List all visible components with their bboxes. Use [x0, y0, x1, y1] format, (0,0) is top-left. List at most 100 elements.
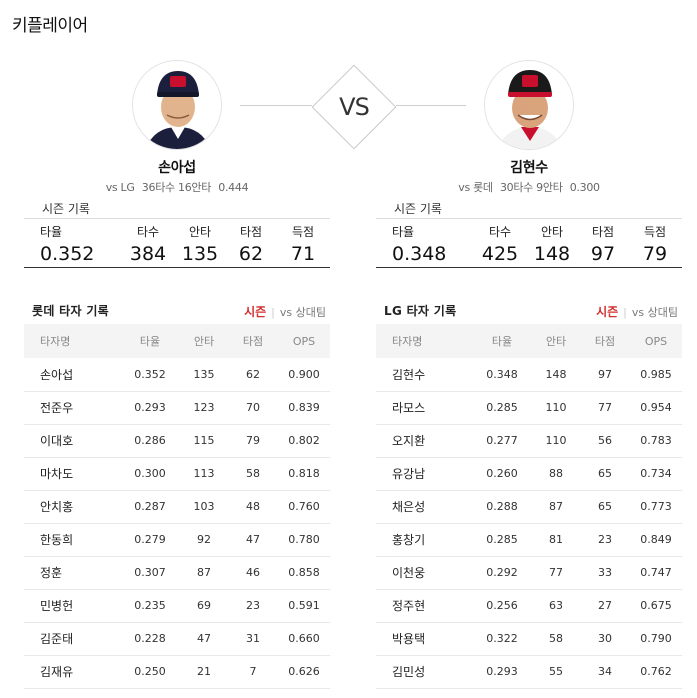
stat-label: 득점 [643, 225, 667, 239]
cell-ops: 0.900 [278, 358, 330, 392]
cell-hits: 148 [532, 358, 580, 392]
table-row: 정훈 0.307 87 46 0.858 [24, 556, 330, 590]
batter-name[interactable]: 박용택 [376, 622, 472, 656]
tab-vs-opponent[interactable]: vs 상대팀 [279, 306, 326, 319]
stat-label: 타수 [136, 225, 160, 239]
col-header[interactable]: 타자명 [40, 335, 71, 348]
table-row: 오지환 0.277 110 56 0.783 [376, 424, 682, 458]
vs-divider-left [240, 105, 312, 106]
col-header[interactable]: OPS [292, 334, 316, 348]
batter-name[interactable]: 유강남 [376, 457, 472, 491]
col-header[interactable]: 타점 [594, 335, 616, 348]
stat-value: 384 [129, 243, 167, 265]
stat-value: 71 [290, 243, 316, 265]
cell-rbi: 70 [228, 391, 278, 425]
stat-value: 135 [181, 243, 219, 265]
cell-hits: 115 [180, 424, 228, 458]
batter-name[interactable]: 전준우 [24, 391, 120, 425]
stat-value: 425 [481, 243, 519, 265]
col-header[interactable]: 타율 [491, 335, 513, 348]
col-header[interactable]: 타점 [242, 335, 264, 348]
panel-header: 롯데 타자 기록 시즌 | vs 상대팀 [24, 298, 330, 324]
panel-tabs: 시즌 | vs 상대팀 [596, 303, 678, 320]
table-row: 한동희 0.279 92 47 0.780 [24, 523, 330, 557]
col-header[interactable]: 안타 [545, 335, 567, 348]
batter-name[interactable]: 라모스 [376, 391, 472, 425]
batter-name[interactable]: 김재유 [24, 655, 120, 689]
cell-rbi: 34 [580, 655, 630, 689]
cell-hits: 135 [180, 358, 228, 392]
batter-name[interactable]: 정훈 [24, 556, 120, 590]
player-name-right[interactable]: 김현수 [510, 160, 548, 176]
cell-rbi: 23 [228, 589, 278, 623]
cell-hits: 55 [532, 655, 580, 689]
table-row: 마차도 0.300 113 58 0.818 [24, 457, 330, 491]
cell-ops: 0.762 [630, 655, 682, 689]
col-header[interactable]: 타자명 [392, 335, 423, 348]
stat-runs: 득점 79 [631, 225, 679, 266]
tab-season[interactable]: 시즌 [244, 305, 267, 319]
vs-label: VS [339, 93, 370, 121]
vs-average: 0.300 [569, 181, 600, 194]
batter-name[interactable]: 민병헌 [24, 589, 120, 623]
cell-avg: 0.260 [472, 457, 532, 491]
stat-label: 안타 [188, 225, 212, 239]
batter-name[interactable]: 이천웅 [376, 556, 472, 590]
table-row: 안치홍 0.287 103 48 0.760 [24, 490, 330, 524]
col-header[interactable]: 안타 [193, 335, 215, 348]
cell-rbi: 48 [228, 490, 278, 524]
player-card-right[interactable]: 김현수 vs 롯데 30타수 9안타 0.300 [429, 60, 629, 195]
batter-name[interactable]: 오지환 [376, 424, 472, 458]
batter-name[interactable]: 정주현 [376, 589, 472, 623]
cell-avg: 0.277 [472, 424, 532, 458]
cell-avg: 0.250 [120, 655, 180, 689]
cell-hits: 87 [180, 556, 228, 590]
batter-name[interactable]: 손아섭 [24, 358, 120, 392]
player-card-left[interactable]: 손아섭 vs LG 36타수 16안타 0.444 [77, 60, 277, 195]
panel-title: 롯데 타자 기록 [32, 304, 109, 318]
table-row: 민병헌 0.235 69 23 0.591 [24, 589, 330, 623]
batter-name[interactable]: 이대호 [24, 424, 120, 458]
player-name-left[interactable]: 손아섭 [158, 160, 196, 176]
cell-hits: 21 [180, 655, 228, 689]
cell-hits: 110 [532, 391, 580, 425]
batter-name[interactable]: 마차도 [24, 457, 120, 491]
cell-rbi: 97 [580, 358, 630, 392]
cell-hits: 123 [180, 391, 228, 425]
tab-vs-opponent[interactable]: vs 상대팀 [631, 306, 678, 319]
col-header[interactable]: OPS [644, 334, 668, 348]
table-header-row: 타자명 타율 안타 타점 OPS [376, 324, 682, 358]
cell-rbi: 27 [580, 589, 630, 623]
cell-hits: 81 [532, 523, 580, 557]
col-header[interactable]: 타율 [139, 335, 161, 348]
batter-name[interactable]: 김현수 [376, 358, 472, 392]
cell-ops: 0.783 [630, 424, 682, 458]
season-record-title: 시즌 기록 [376, 199, 682, 219]
batter-name[interactable]: 안치홍 [24, 490, 120, 524]
cell-ops: 0.954 [630, 391, 682, 425]
cell-ops: 0.773 [630, 490, 682, 524]
batter-name[interactable]: 채은성 [376, 490, 472, 524]
table-row: 김민성 0.293 55 34 0.762 [376, 655, 682, 689]
batter-name[interactable]: 한동희 [24, 523, 120, 557]
cell-ops: 0.747 [630, 556, 682, 590]
player-vs-stat-left: vs LG 36타수 16안타 0.444 [77, 179, 277, 195]
table-header-row: 타자명 타율 안타 타점 OPS [24, 324, 330, 358]
batter-name[interactable]: 홍창기 [376, 523, 472, 557]
player-photo-left[interactable] [132, 60, 222, 150]
batter-name[interactable]: 김준태 [24, 622, 120, 656]
cell-ops: 0.734 [630, 457, 682, 491]
page-title: 키플레이어 [12, 16, 88, 36]
player-photo-right[interactable] [484, 60, 574, 150]
cell-avg: 0.352 [120, 358, 180, 392]
stat-hits: 안타 135 [176, 225, 224, 266]
cell-avg: 0.348 [472, 358, 532, 392]
tab-season[interactable]: 시즌 [596, 305, 619, 319]
table-row: 라모스 0.285 110 77 0.954 [376, 391, 682, 425]
cell-ops: 0.802 [278, 424, 330, 458]
ab-hits: 30타수 9안타 [499, 181, 563, 194]
cell-avg: 0.288 [472, 490, 532, 524]
cell-avg: 0.300 [120, 457, 180, 491]
batter-name[interactable]: 김민성 [376, 655, 472, 689]
cell-rbi: 33 [580, 556, 630, 590]
